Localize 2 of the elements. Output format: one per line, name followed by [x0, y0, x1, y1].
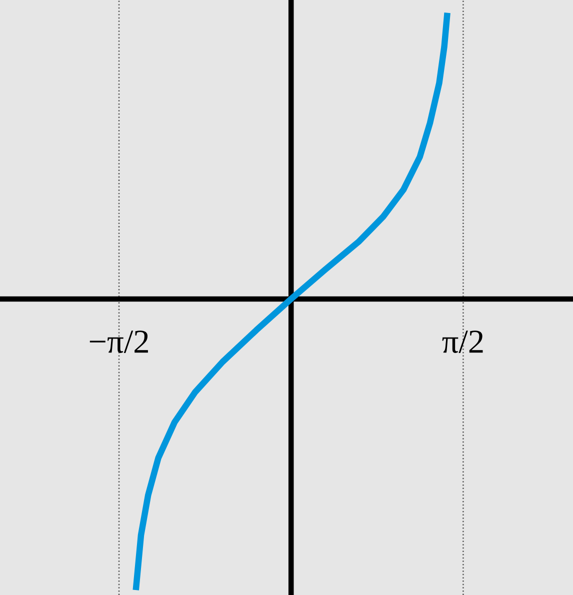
- x-tick-label: π/2: [442, 330, 483, 353]
- x-tick-label: −π/2: [90, 330, 148, 353]
